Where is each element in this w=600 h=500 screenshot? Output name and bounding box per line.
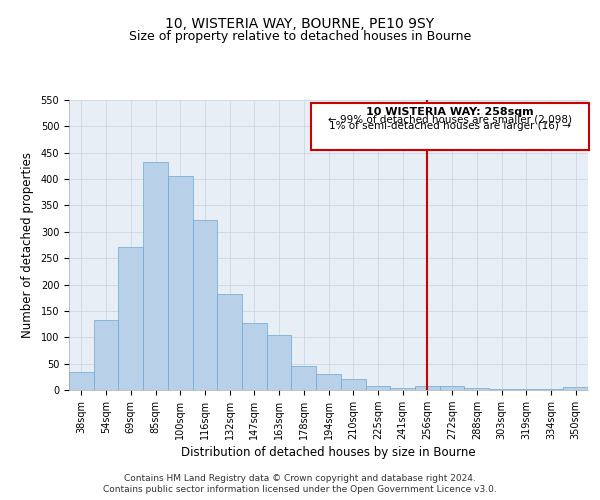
Bar [193, 220, 217, 390]
Text: Contains HM Land Registry data © Crown copyright and database right 2024.: Contains HM Land Registry data © Crown c… [124, 474, 476, 483]
Text: 10, WISTERIA WAY, BOURNE, PE10 9SY: 10, WISTERIA WAY, BOURNE, PE10 9SY [166, 18, 434, 32]
Bar [94, 320, 118, 390]
Bar [69, 372, 94, 390]
Bar [489, 389, 514, 390]
Bar [415, 386, 440, 390]
Bar [143, 162, 168, 390]
Bar [267, 335, 292, 390]
Bar [464, 388, 489, 390]
Bar [292, 366, 316, 390]
Bar [440, 386, 464, 390]
Bar [168, 176, 193, 390]
Text: Contains public sector information licensed under the Open Government Licence v3: Contains public sector information licen… [103, 485, 497, 494]
Y-axis label: Number of detached properties: Number of detached properties [21, 152, 34, 338]
X-axis label: Distribution of detached houses by size in Bourne: Distribution of detached houses by size … [181, 446, 476, 459]
Bar [341, 379, 365, 390]
Bar [118, 246, 143, 390]
Text: 10 WISTERIA WAY: 258sqm: 10 WISTERIA WAY: 258sqm [367, 107, 534, 117]
FancyBboxPatch shape [311, 102, 589, 150]
Text: Size of property relative to detached houses in Bourne: Size of property relative to detached ho… [129, 30, 471, 43]
Bar [316, 374, 341, 390]
Text: 1% of semi-detached houses are larger (16) →: 1% of semi-detached houses are larger (1… [329, 121, 571, 131]
Text: ← 99% of detached houses are smaller (2,098): ← 99% of detached houses are smaller (2,… [328, 114, 572, 124]
Bar [563, 388, 588, 390]
Bar [365, 386, 390, 390]
Bar [217, 294, 242, 390]
Bar [390, 388, 415, 390]
Bar [242, 323, 267, 390]
